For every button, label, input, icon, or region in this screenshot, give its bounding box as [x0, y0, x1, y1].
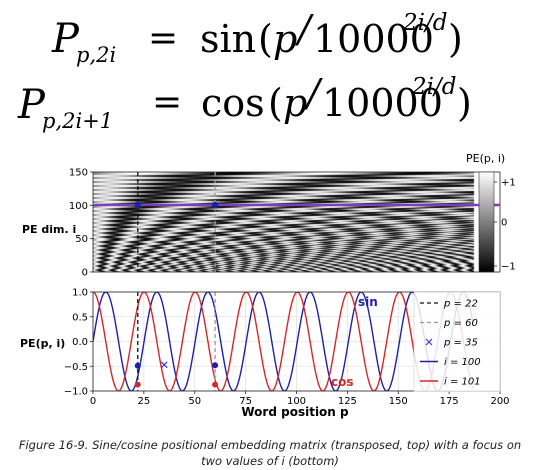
heatmap-image	[93, 172, 500, 272]
sin-curve-label: sin	[358, 295, 378, 309]
legend-label: p = 22	[443, 299, 478, 310]
figure-caption: Figure 16-9. Sine/cosine positional embe…	[10, 437, 530, 469]
heatmap-y-tick-label: 50	[75, 234, 88, 245]
line-panel: 1.0 0.5 0.0 −0.5 −1.0 0 25 50 75 100 125 150 175 200…	[20, 288, 510, 420]
eq1-p: p	[273, 17, 297, 61]
heatmap-y-ticks: 0 50 100 150	[69, 168, 93, 279]
eq2-function: cos	[201, 81, 265, 125]
data-point	[134, 362, 141, 369]
eq1-function: sin	[200, 17, 256, 61]
line-x-tick-label: 100	[287, 396, 306, 407]
marker-point	[211, 201, 219, 209]
line-y-tick-label: −1.0	[64, 387, 88, 398]
line-x-label: Word position p	[241, 405, 349, 419]
line-x-tick-label: 125	[338, 396, 357, 407]
cos-curve-label: cos	[331, 375, 354, 389]
colorbar-tick-label: 0	[501, 218, 507, 229]
eq2-lhs: P	[17, 82, 46, 128]
figure: 0 50 100 150 PE dim. i PE(p, i) +1 0 −1 1.0 0.…	[20, 152, 516, 420]
data-point	[212, 362, 219, 369]
colorbar-gradient	[478, 171, 495, 273]
equation-sin: P p,2i = sin ( p / 10000 2i/d )	[51, 7, 463, 67]
heatmap-y-label: PE dim. i	[22, 223, 76, 236]
legend-swatch-cross	[425, 338, 433, 346]
line-x-tick-label: 75	[239, 396, 252, 407]
legend-entry: p = 22	[420, 299, 478, 310]
line-x-ticks: 0 25 50 75 100 125 150 175 200	[90, 391, 510, 407]
eq2-slash: /	[303, 71, 323, 115]
colorbar-tick-label: +1	[501, 178, 516, 189]
line-markers	[134, 292, 219, 391]
eq2-lhs-subscript: p,2i+1	[42, 109, 113, 133]
eq1-lhs-subscript: p,2i	[76, 43, 116, 67]
eq2-base: 10000	[322, 81, 443, 125]
data-point	[212, 381, 219, 388]
eq2-close-paren: )	[457, 81, 472, 125]
eq1-exponent: 2i/d	[402, 10, 447, 36]
line-x-tick-label: 50	[188, 396, 201, 407]
legend-label: p = 35	[443, 338, 478, 349]
data-point	[134, 381, 141, 388]
legend-entry: i = 101	[420, 377, 481, 388]
eq1-equals: =	[148, 18, 178, 59]
legend-entry: i = 100	[420, 357, 481, 368]
equations: P p,2i = sin ( p / 10000 2i/d ) P p,2i+1…	[17, 7, 472, 133]
line-y-tick-label: 1.0	[72, 288, 88, 299]
eq2-p: p	[283, 81, 307, 125]
legend-label: p = 60	[443, 318, 478, 329]
legend-label: i = 101	[444, 377, 481, 388]
line-x-tick-label: 200	[490, 396, 509, 407]
line-y-ticks: 1.0 0.5 0.0 −0.5 −1.0	[64, 288, 93, 398]
eq2-exponent: 2i/d	[411, 74, 456, 100]
line-y-tick-label: −0.5	[64, 362, 88, 373]
line-x-tick-label: 175	[440, 396, 459, 407]
heatmap-frame	[92, 171, 501, 273]
line-x-tick-label: 25	[138, 396, 151, 407]
line-x-tick-label: 0	[90, 396, 96, 407]
heatmap-panel: 0 50 100 150 PE dim. i	[22, 168, 501, 279]
line-y-tick-label: 0.5	[72, 312, 88, 323]
eq1-lhs: P	[51, 16, 80, 62]
legend-entry: p = 60	[420, 318, 478, 329]
caption-line-1: Figure 16-9. Sine/cosine positional embe…	[18, 438, 522, 452]
equation-cos: P p,2i+1 = cos ( p / 10000 2i/d )	[17, 71, 472, 133]
cross-marker	[160, 361, 168, 369]
legend-label: i = 100	[444, 357, 481, 368]
heatmap-y-tick-label: 0	[82, 268, 88, 279]
colorbar-tick-label: −1	[501, 262, 516, 273]
legend-entry: p = 35	[425, 338, 478, 349]
colorbar-title: PE(p, i)	[466, 152, 505, 165]
eq1-base: 10000	[313, 17, 434, 61]
eq1-close-paren: )	[448, 17, 463, 61]
eq1-open-paren: (	[258, 17, 273, 61]
colorbar: PE(p, i) +1 0 −1	[466, 152, 516, 273]
marker-point	[134, 201, 141, 209]
eq2-equals: =	[152, 82, 182, 123]
colorbar-ticks: +1 0 −1	[494, 178, 516, 273]
legend: p = 22 p = 60 p = 35 i = 100 i = 101	[413, 291, 501, 392]
eq1-slash: /	[294, 7, 314, 51]
heatmap-overlay	[93, 172, 500, 272]
eq2-open-paren: (	[268, 81, 283, 125]
line-y-label: PE(p, i)	[20, 337, 65, 350]
line-y-tick-label: 0.0	[72, 337, 88, 348]
line-x-tick-label: 150	[389, 396, 408, 407]
caption-line-2: two values of i (bottom)	[201, 454, 339, 468]
heatmap-y-tick-label: 100	[69, 201, 88, 212]
heatmap-y-tick-label: 150	[69, 168, 88, 179]
series-line-i101	[93, 292, 475, 391]
